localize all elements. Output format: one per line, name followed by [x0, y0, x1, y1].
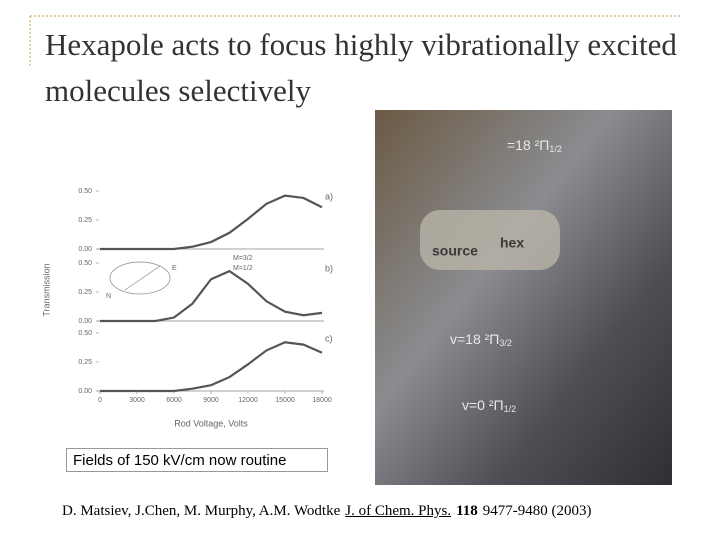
y-tick-label: 0.50: [78, 330, 92, 337]
photo-annotation: v=18 ²Π3/2: [450, 331, 512, 349]
annotation-main: =18 ²Π: [507, 137, 549, 153]
x-tick-label: 0: [98, 397, 102, 404]
lab-photo: [375, 110, 672, 485]
inset-axis: [124, 265, 161, 291]
citation: D. Matsiev, J.Chen, M. Murphy, A.M. Wodt…: [62, 503, 597, 520]
y-tick-label: 0.25: [78, 217, 92, 224]
panel-label: a): [325, 191, 333, 201]
transmission-curve: [100, 341, 323, 393]
inset-label: M=3/2: [233, 255, 253, 262]
y-tick-label: 0.50: [78, 260, 92, 267]
y-tick-label: 0.00: [78, 388, 92, 395]
annotation-main: v=0 ²Π: [462, 397, 504, 413]
x-tick-label: 15000: [275, 397, 295, 404]
x-axis-label: Rod Voltage, Volts: [174, 418, 248, 428]
x-tick-label: 18000: [312, 397, 332, 404]
annotation-sub: 1/2: [504, 404, 517, 414]
x-tick-label: 6000: [166, 397, 182, 404]
annotation-main: v=18 ²Π: [450, 331, 499, 347]
caption: Fields of 150 kV/cm now routine: [66, 448, 328, 472]
y-tick-label: 0.25: [78, 359, 92, 366]
inset-ellipse: [109, 261, 171, 295]
y-tick-label: 0.50: [78, 188, 92, 195]
photo-annotation: =18 ²Π1/2: [507, 137, 562, 155]
y-tick-label: 0.00: [78, 246, 92, 253]
y-tick-label: 0.25: [78, 289, 92, 296]
chart: 0.00 0.25 0.50 a) 0.00 0.25 0.50 b) 0.00 0.25 0.50…: [41, 137, 562, 429]
apparatus-label: source: [432, 243, 478, 259]
annotation-sub: 3/2: [499, 338, 512, 348]
volume: 118: [456, 503, 478, 519]
apparatus: [420, 210, 560, 270]
journal: J. of Chem. Phys.: [345, 503, 452, 519]
x-tick-label: 9000: [203, 397, 219, 404]
y-axis-label: Transmission: [41, 263, 51, 316]
transmission-curve: [100, 269, 323, 323]
panel-label: b): [325, 263, 333, 273]
authors: D. Matsiev, J.Chen, M. Murphy, A.M. Wodt…: [62, 503, 341, 519]
inset-label: M=1/2: [233, 265, 253, 272]
transmission-curve: [100, 194, 323, 251]
x-tick-label: 12000: [238, 397, 258, 404]
slide-title: Hexapole acts to focus highly vibrationa…: [45, 27, 677, 108]
y-tick-label: 0.00: [78, 318, 92, 325]
panel-label: c): [325, 333, 333, 343]
pages: 9477-9480 (2003): [482, 503, 592, 519]
x-tick-label: 3000: [129, 397, 145, 404]
annotation-sub: 1/2: [549, 144, 562, 154]
photo-annotation: v=0 ²Π1/2: [462, 397, 516, 415]
inset-label: E: [172, 265, 177, 272]
inset-label: N: [106, 293, 111, 300]
apparatus-label: hex: [500, 235, 524, 251]
